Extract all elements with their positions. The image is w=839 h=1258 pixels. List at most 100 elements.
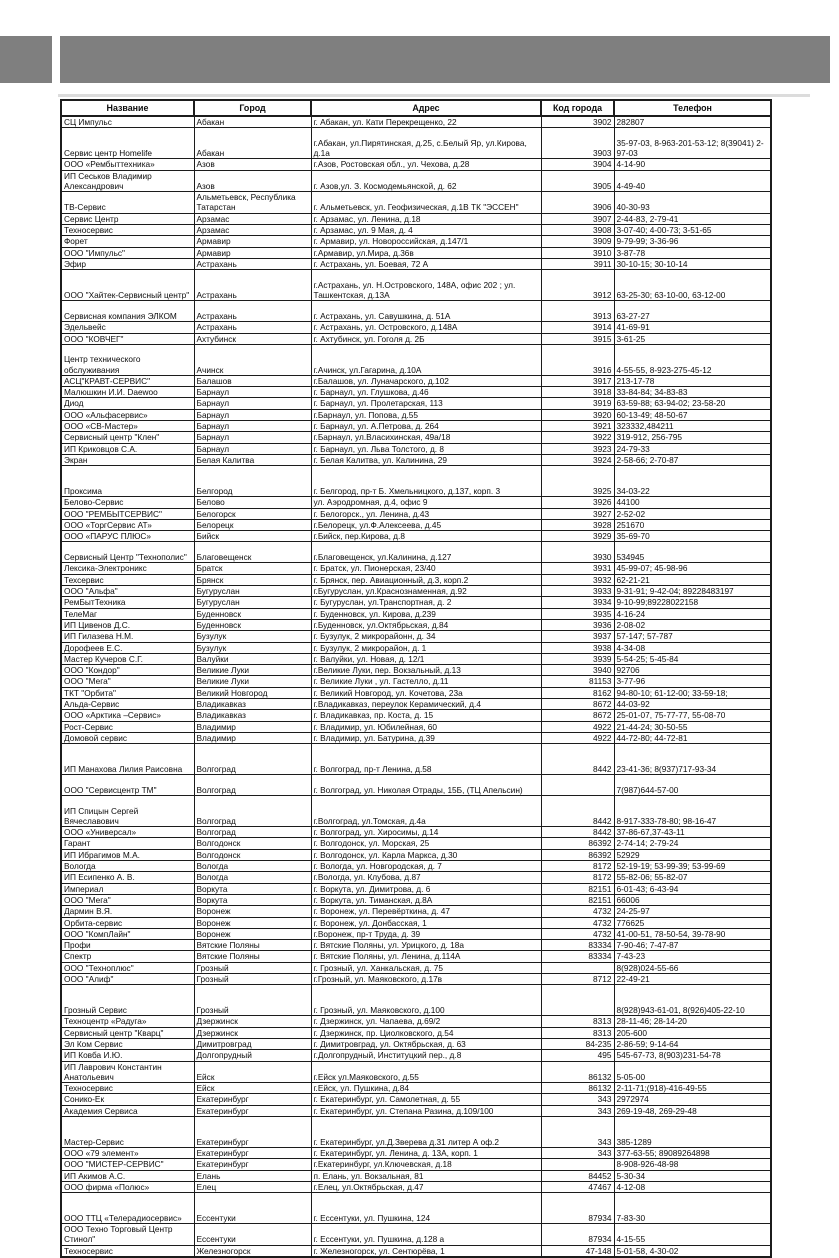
cell-phone: 3-61-25 xyxy=(613,332,772,345)
cell-name: Академия Сервиса xyxy=(60,1104,195,1118)
cell-city: Астрахань xyxy=(193,300,312,323)
table-row: Спектр Вятские Поляны г. Вятские Поляны,… xyxy=(60,950,772,963)
cell-address: г. Вятские Поляны, ул. Урицкого, д. 18а xyxy=(310,939,542,952)
table-row: Домовой сервис Владимир г. Владимир, ул.… xyxy=(60,731,772,745)
cell-city-code: 3935 xyxy=(540,607,615,620)
cell-city-code: 3916 xyxy=(540,343,615,376)
cell-phone: 4-14-90 xyxy=(613,158,772,171)
cell-name: ООО «ТоргСервис АТ» xyxy=(60,518,195,532)
cell-city: Грозный xyxy=(193,984,312,1017)
cell-city: Барнаул xyxy=(193,431,312,444)
cell-city: Абакан xyxy=(193,127,312,160)
cell-city: Барнаул xyxy=(193,420,312,433)
cell-address: г.Воронеж, пр-т Труда, д. 39 xyxy=(310,927,542,941)
cell-address: г. Воркута, ул. Тиманская, д.8А xyxy=(310,893,542,907)
col-header-name: Название xyxy=(60,99,195,117)
cell-name: Малюшкин И.И. Daewoo xyxy=(60,386,195,399)
cell-address: г. Азов,ул. З. Космодемьянской, д. 62 xyxy=(310,169,542,193)
cell-phone: 24-25-97 xyxy=(613,905,772,918)
cell-city-code: 87934 xyxy=(540,1223,615,1246)
cell-city-code: 3908 xyxy=(540,224,615,237)
cell-phone: 2-44-83, 2-79-41 xyxy=(613,212,772,226)
cell-city-code: 3905 xyxy=(540,169,615,193)
service-centers-table: Название Город Адрес Код города Телефон … xyxy=(60,99,772,1258)
cell-address: г. Екатеринбург, ул. Ленина, д. 13А, кор… xyxy=(310,1146,542,1160)
cell-address: г. Белгород, пр-т Б. Хмельницкого, д.137… xyxy=(310,465,542,498)
cell-city-code: 84-235 xyxy=(540,1037,615,1051)
cell-city: Волгодонск xyxy=(193,837,312,850)
cell-city: Владимир xyxy=(193,731,312,745)
table-row: ООО Техно Торговый Центр Стинол" Ессенту… xyxy=(60,1223,772,1246)
cell-city: Белгород xyxy=(193,465,312,498)
cell-phone: 3-77-96 xyxy=(613,675,772,688)
cell-phone: 4-55-55, 8-923-275-45-12 xyxy=(613,343,772,376)
cell-city: Вятские Поляны xyxy=(193,950,312,963)
cell-name: Диод xyxy=(60,397,195,410)
cell-city: Бугуруслан xyxy=(193,596,312,609)
cell-phone: 92706 xyxy=(613,664,772,677)
cell-city-code: 3931 xyxy=(540,562,615,575)
cell-phone: 37-86-67,37-43-11 xyxy=(613,826,772,839)
cell-city-code: 3904 xyxy=(540,158,615,171)
table-row: ООО "Хайтек-Сервисный центр" Астрахань г… xyxy=(60,269,772,302)
cell-city-code xyxy=(540,961,615,975)
cell-city-code: 8712 xyxy=(540,973,615,986)
cell-name: ТВ-Сервис xyxy=(60,191,195,214)
cell-city-code: 3934 xyxy=(540,596,615,609)
cell-city-code: 3911 xyxy=(540,257,615,271)
table-row: Академия Сервиса Екатеринбург г. Екатери… xyxy=(60,1104,772,1118)
cell-phone: 3-07-40; 4-00-73; 3-51-65 xyxy=(613,224,772,237)
cell-address: г. Арзамас, ул. Ленина, д.18 xyxy=(310,212,542,226)
cell-city: Астрахань xyxy=(193,321,312,334)
table-row: Малюшкин И.И. Daewoo Барнаул г. Барнаул,… xyxy=(60,386,772,399)
cell-name: Спектр xyxy=(60,950,195,963)
cell-phone: 6-01-43; 6-43-94 xyxy=(613,882,772,895)
cell-phone: 282807 xyxy=(613,115,772,129)
cell-address: г. Великие Луки , ул. Гастелло, д.11 xyxy=(310,675,542,688)
cell-city-code xyxy=(540,984,615,1017)
cell-name: Империал xyxy=(60,882,195,895)
cell-phone: 24-79-33 xyxy=(613,442,772,455)
cell-name: ИП Акимов А.С. xyxy=(60,1169,195,1182)
table-row: ООО "Альфа" Бугуруслан г.Бугуруслан, ул.… xyxy=(60,585,772,598)
cell-city: Ейск xyxy=(193,1060,312,1084)
table-row: Дармин В.Я. Воронеж г. Воронеж, ул. Пере… xyxy=(60,905,772,918)
cell-phone: 4-16-24 xyxy=(613,607,772,620)
cell-city-code: 3915 xyxy=(540,332,615,345)
cell-city-code: 3922 xyxy=(540,431,615,444)
cell-phone: 2-11-71;(918)-416-49-55 xyxy=(613,1082,772,1095)
cell-city: Воронеж xyxy=(193,927,312,941)
cell-city: Белогорск xyxy=(193,507,312,520)
header-banner xyxy=(60,36,830,83)
cell-address: г. Абакан, ул. Кати Перекрещенко, 22 xyxy=(310,115,542,129)
cell-city-code: 8172 xyxy=(540,871,615,884)
table-row: Сервисная компания ЭЛКОМ Астрахань г. Ас… xyxy=(60,300,772,323)
table-row: Сервисный центр "Клен" Барнаул г.Барнаул… xyxy=(60,431,772,444)
cell-name: ИП Есипенко А. В. xyxy=(60,871,195,884)
cell-city: Азов xyxy=(193,158,312,171)
cell-phone: 63-27-27 xyxy=(613,300,772,323)
table-row: ООО "Мега" Великие Луки г. Великие Луки … xyxy=(60,675,772,688)
cell-name: Гарант xyxy=(60,837,195,850)
cell-city-code: 3923 xyxy=(540,442,615,455)
cell-name: ООО «СВ-Мастер» xyxy=(60,420,195,433)
table-row: ИП Гилазева Н.М. Бузулук г. Бузулук, 2 м… xyxy=(60,630,772,643)
cell-address: г. Вологда, ул. Новгородская, д. 7 xyxy=(310,860,542,873)
cell-city: Великие Луки xyxy=(193,664,312,677)
cell-phone: 377-63-55; 89089264898 xyxy=(613,1146,772,1160)
cell-city-code: 8313 xyxy=(540,1026,615,1039)
cell-address: г. Екатеринбург, ул.Д.Зверева д.31 литер… xyxy=(310,1116,542,1148)
cell-name: Рост-Сервис xyxy=(60,720,195,733)
cell-address: г. Барнаул, ул. Глушкова, д.46 xyxy=(310,386,542,399)
cell-city: Астрахань xyxy=(193,257,312,271)
cell-address: г.Ейск, ул. Пушкина, д.84 xyxy=(310,1082,542,1095)
cell-city-code: 3921 xyxy=(540,420,615,433)
cell-address: г. Волгодонск, ул. Морская, 25 xyxy=(310,837,542,850)
cell-city-code: 86132 xyxy=(540,1060,615,1084)
cell-address: г.Вологда, ул. Клубова, д.87 xyxy=(310,871,542,884)
cell-phone: 63-25-30; 63-10-00, 63-12-00 xyxy=(613,269,772,302)
cell-name: Грозный Сервис xyxy=(60,984,195,1017)
cell-city-code: 83334 xyxy=(540,950,615,963)
cell-address: г.Екатеринбург, ул.Ключевская, д.18 xyxy=(310,1158,542,1171)
cell-city-code: 8162 xyxy=(540,686,615,699)
